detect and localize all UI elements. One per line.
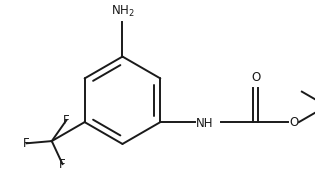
Text: NH: NH [196,117,213,130]
Text: NH$_2$: NH$_2$ [110,4,134,19]
Text: F: F [59,158,66,171]
Text: F: F [63,114,70,127]
Text: O: O [289,116,298,129]
Text: O: O [251,71,260,84]
Text: F: F [23,137,30,150]
